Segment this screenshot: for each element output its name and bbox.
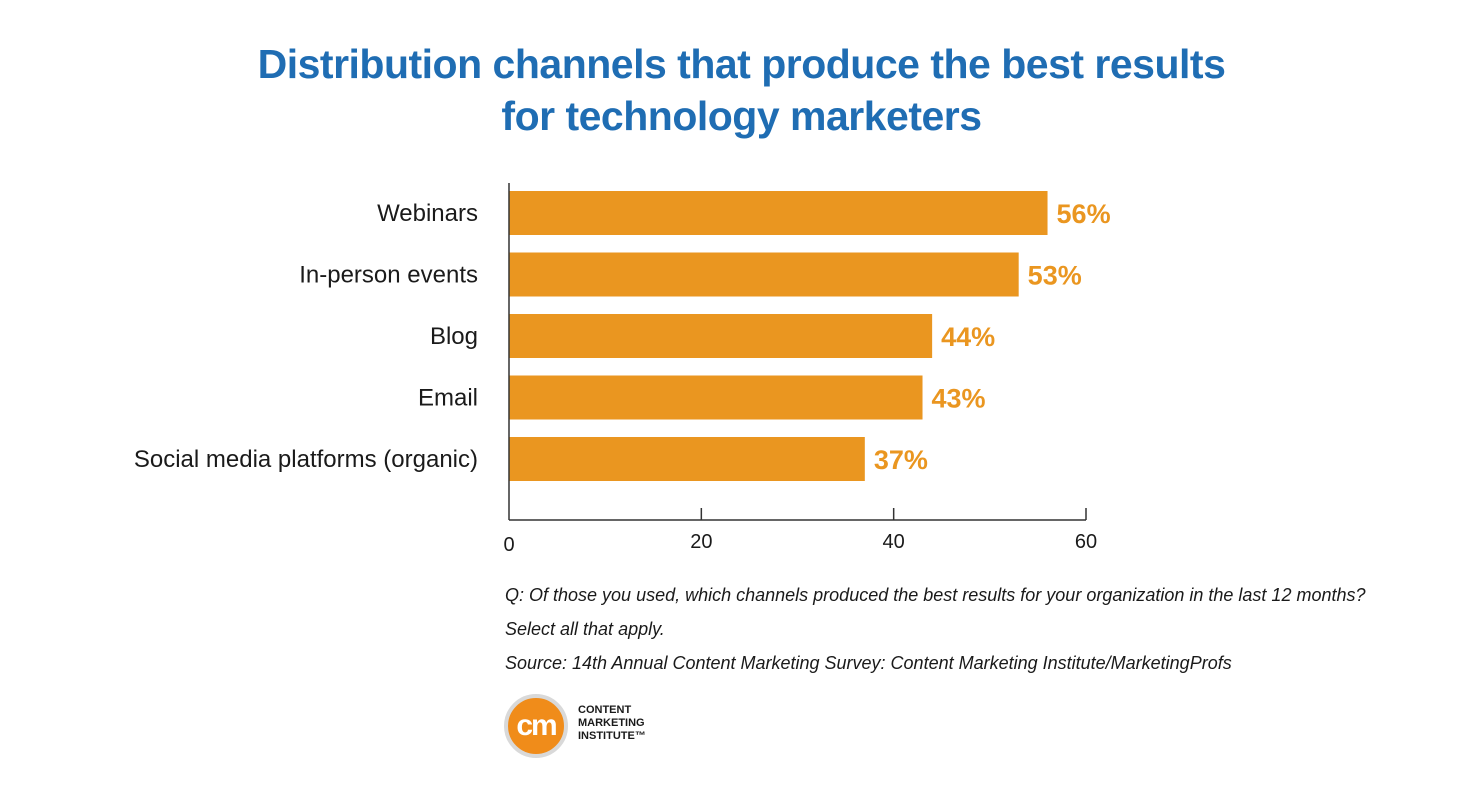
bar-2 [509,314,933,358]
category-label-4: Social media platforms (organic) [134,446,478,473]
cmi-logo: cm CONTENT MARKETING INSTITUTE™ [504,694,704,766]
survey-instruction: Select all that apply. [505,619,665,639]
survey-question: Q: Of those you used, which channels pro… [505,585,1366,605]
bar-1 [509,252,1019,297]
bars-group: Webinars 56% In-person events 53% Blog 44% Ema… [134,191,1111,481]
chart-title-line-2: for technology marketers [501,93,982,139]
category-label-2: Blog [430,323,478,350]
bar-4 [509,437,865,481]
x-tick-label-2: 40 [883,531,905,553]
bar-chart: Webinars 56% In-person events 53% Blog 44% Ema… [134,183,1111,556]
category-label-0: Webinars [377,200,478,227]
x-tick-label-0: 0 [503,534,514,556]
cm-logo-mark: cm [504,694,568,758]
x-tick-label-1: 20 [690,531,712,553]
logo-line-1: CONTENT [578,704,632,716]
logo-line-3: INSTITUTE™ [578,730,646,742]
chart-notes: Q: Of those you used, which channels pro… [505,578,1465,680]
category-label-1: In-person events [299,262,478,289]
logo-line-2: MARKETING [578,717,645,729]
chart-title: Distribution channels that produce the b… [0,38,1483,142]
category-label-3: Email [418,385,478,412]
axes-group: 0 20 40 60 [503,183,1097,556]
x-tick-label-3: 60 [1075,531,1097,553]
logo-wordmark: CONTENT MARKETING INSTITUTE™ [578,704,646,743]
value-label-0: 56% [1057,199,1111,229]
bar-0 [509,191,1048,235]
bar-3 [509,375,923,420]
source-note: Source: 14th Annual Content Marketing Su… [505,653,1232,673]
value-label-2: 44% [941,322,995,352]
value-label-4: 37% [874,445,928,475]
value-label-1: 53% [1028,261,1082,291]
value-label-3: 43% [932,384,986,414]
chart-title-line-1: Distribution channels that produce the b… [257,41,1226,87]
